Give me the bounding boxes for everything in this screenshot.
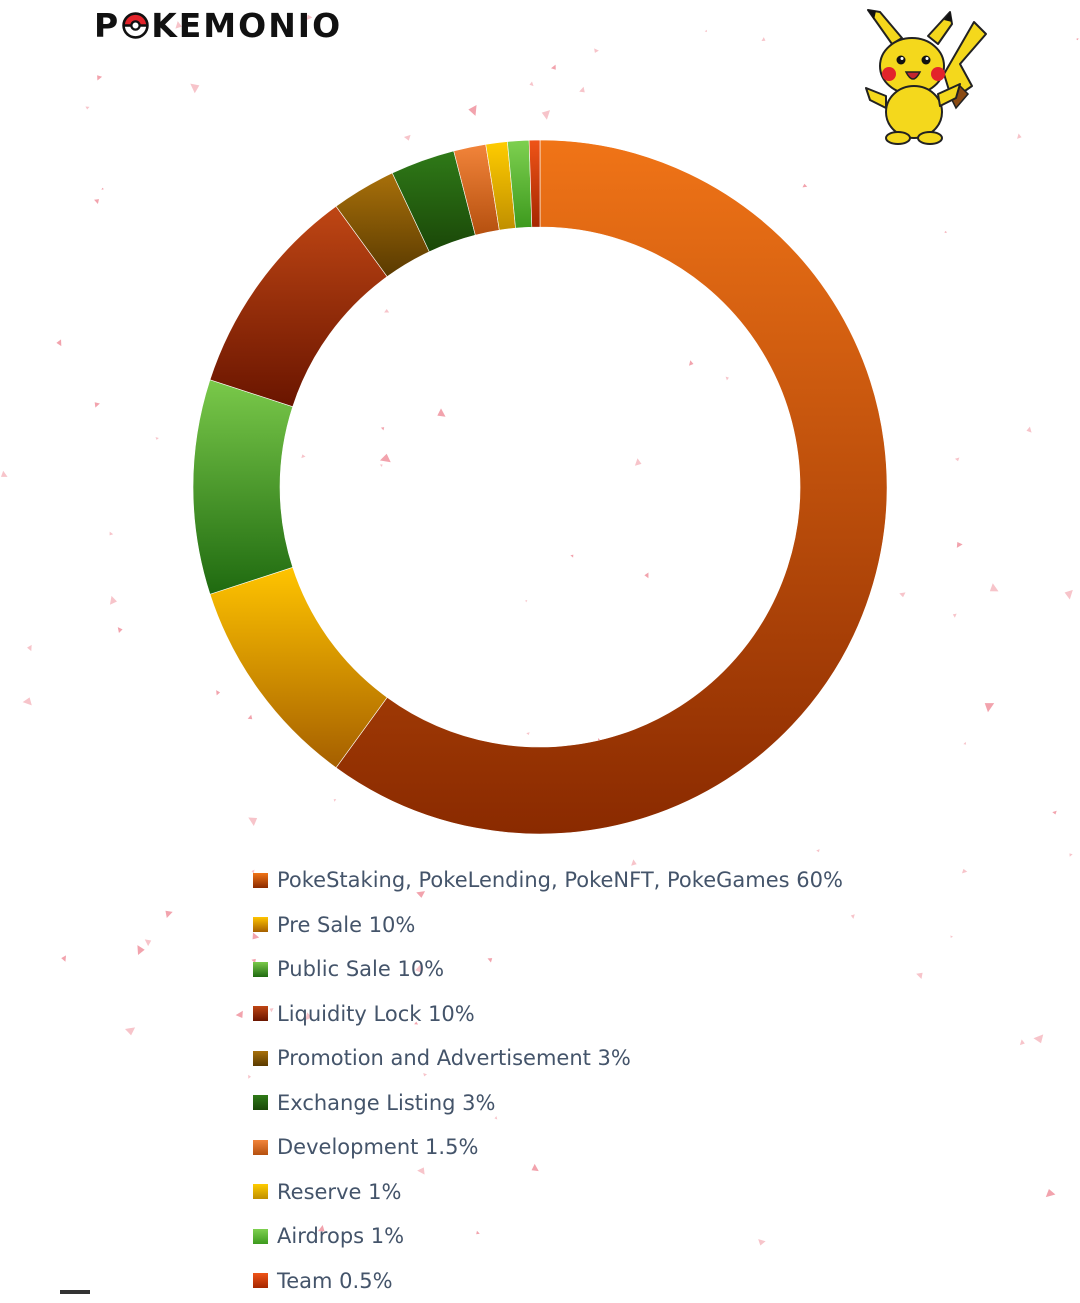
legend-label: Pre Sale 10%	[277, 913, 415, 937]
legend-label: Public Sale 10%	[277, 957, 444, 981]
legend-swatch	[253, 1095, 268, 1110]
legend-swatch	[253, 1006, 268, 1021]
legend-item: PokeStaking, PokeLending, PokeNFT, PokeG…	[253, 858, 843, 903]
legend-item: Team 0.5%	[253, 1259, 843, 1303]
legend-swatch	[253, 1140, 268, 1155]
chart-legend: PokeStaking, PokeLending, PokeNFT, PokeG…	[253, 858, 843, 1303]
legend-label: Development 1.5%	[277, 1135, 478, 1159]
legend-swatch	[253, 1184, 268, 1199]
legend-item: Pre Sale 10%	[253, 903, 843, 948]
legend-swatch	[253, 1229, 268, 1244]
corner-mark	[60, 1290, 90, 1294]
legend-label: Team 0.5%	[277, 1269, 393, 1293]
legend-item: Public Sale 10%	[253, 947, 843, 992]
legend-swatch	[253, 1051, 268, 1066]
legend-label: Airdrops 1%	[277, 1224, 404, 1248]
legend-item: Reserve 1%	[253, 1170, 843, 1215]
legend-label: Reserve 1%	[277, 1180, 401, 1204]
legend-item: Development 1.5%	[253, 1125, 843, 1170]
legend-label: PokeStaking, PokeLending, PokeNFT, PokeG…	[277, 868, 843, 892]
legend-item: Promotion and Advertisement 3%	[253, 1036, 843, 1081]
legend-label: Promotion and Advertisement 3%	[277, 1046, 631, 1070]
legend-item: Exchange Listing 3%	[253, 1081, 843, 1126]
legend-swatch	[253, 962, 268, 977]
legend-swatch	[253, 1273, 268, 1288]
legend-item: Liquidity Lock 10%	[253, 992, 843, 1037]
legend-label: Exchange Listing 3%	[277, 1091, 495, 1115]
legend-item: Airdrops 1%	[253, 1214, 843, 1259]
legend-swatch	[253, 873, 268, 888]
legend-label: Liquidity Lock 10%	[277, 1002, 475, 1026]
legend-swatch	[253, 917, 268, 932]
donut-slice	[193, 380, 293, 594]
